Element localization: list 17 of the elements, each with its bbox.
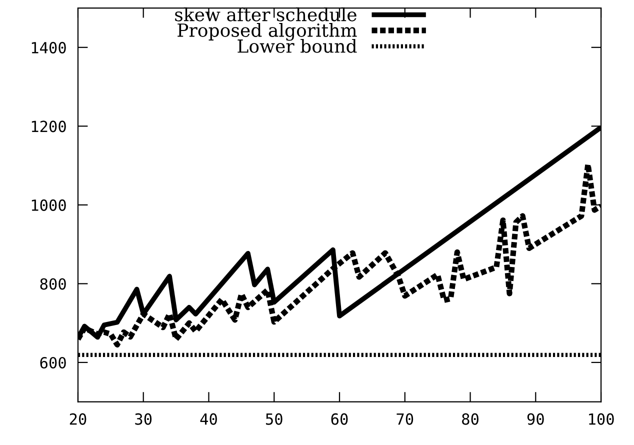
legend-label: Proposed algorithm [178, 23, 357, 41]
y-tick-label: 1200 [32, 120, 66, 132]
x-tick-label: 30 [135, 413, 152, 425]
y-tick-label: 800 [40, 278, 66, 290]
x-tick-label: 40 [200, 413, 217, 425]
y-tick-label: 1400 [32, 42, 66, 54]
y-tick-label: 1000 [32, 199, 66, 211]
x-tick-label: 70 [396, 413, 414, 425]
legend-label: Lower bound [238, 38, 357, 53]
x-tick-label: 50 [266, 413, 282, 425]
x-tick-label: 90 [527, 413, 544, 425]
y-tick-label: 600 [40, 356, 66, 369]
x-tick-label: 20 [70, 413, 86, 425]
x-tick-label: 80 [462, 413, 478, 425]
x-tick-label: 100 [589, 413, 614, 425]
legend-label: skew after schedule [175, 7, 356, 22]
x-tick-label: 60 [331, 413, 348, 425]
